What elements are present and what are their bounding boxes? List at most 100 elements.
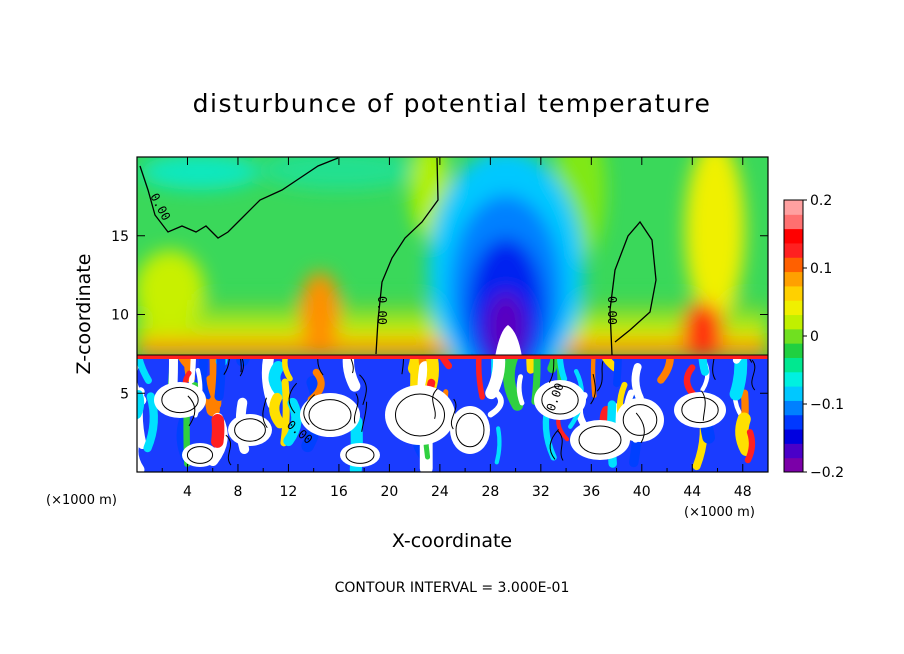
turbulent-streak bbox=[735, 412, 754, 457]
eddy-contour bbox=[225, 434, 232, 466]
x-tick-label: 48 bbox=[734, 484, 752, 500]
eddy-contour bbox=[681, 396, 719, 424]
turbulent-streak bbox=[214, 357, 226, 401]
x-tick-label: 4 bbox=[183, 484, 192, 500]
eddy-contour bbox=[622, 404, 658, 436]
turbulent-streak bbox=[211, 414, 225, 448]
eddy-contour bbox=[455, 412, 485, 448]
eddy-contour bbox=[701, 390, 706, 421]
colorbar-swatch bbox=[784, 443, 803, 459]
y-tick-label: 5 bbox=[120, 386, 129, 402]
colorbar-swatch bbox=[784, 457, 803, 473]
turbulent-streak bbox=[342, 357, 361, 392]
colorbar-swatch bbox=[784, 214, 803, 230]
eddy-contour bbox=[234, 418, 266, 442]
x-axis-label: X-coordinate bbox=[392, 530, 512, 552]
eddy-contour bbox=[262, 397, 268, 429]
eddy-contour bbox=[186, 446, 214, 464]
x-unit-left: (×1000 m) bbox=[46, 493, 117, 508]
y-axis-label: Z-coordinate bbox=[73, 254, 95, 375]
turbulent-streak bbox=[547, 357, 560, 374]
turbulent-streak bbox=[137, 357, 152, 384]
turbulent-streak bbox=[494, 426, 502, 465]
turbulent-streak bbox=[475, 357, 485, 400]
eddy-contour bbox=[239, 357, 244, 377]
eddy-contour bbox=[578, 425, 622, 455]
warm-patch-right bbox=[683, 302, 723, 357]
eddy-contour bbox=[541, 385, 579, 415]
colorbar-swatch bbox=[784, 343, 803, 358]
colorbar-swatch bbox=[784, 314, 803, 330]
field-blob bbox=[140, 157, 260, 190]
eddy-contour bbox=[361, 401, 368, 432]
x-tick-label: 16 bbox=[330, 484, 348, 500]
contour-interval: CONTOUR INTERVAL = 3.000E-01 bbox=[335, 580, 570, 596]
x-tick-label: 12 bbox=[280, 484, 298, 500]
turbulent-streak bbox=[601, 357, 619, 372]
turbulent-streak bbox=[137, 390, 145, 419]
turbulent-streak bbox=[280, 378, 290, 447]
colorbar-swatch bbox=[784, 429, 803, 444]
turbulent-streak bbox=[282, 357, 293, 382]
colorbar-swatch bbox=[784, 328, 803, 344]
colorbar-swatch bbox=[784, 271, 803, 287]
eddy-contour bbox=[401, 357, 404, 375]
colorbar-swatch bbox=[784, 257, 803, 273]
turbulent-streak bbox=[143, 392, 158, 453]
colorbar-swatch bbox=[784, 357, 803, 373]
turbulent-streak bbox=[698, 357, 710, 376]
x-tick-label: 36 bbox=[582, 484, 600, 500]
x-tick-label: 8 bbox=[233, 484, 242, 500]
eddy-contour bbox=[303, 394, 315, 425]
x-tick-label: 44 bbox=[683, 484, 701, 500]
eddy-contour bbox=[590, 373, 596, 405]
colorbar-swatch bbox=[784, 371, 803, 387]
colorbar-swatch bbox=[784, 200, 803, 215]
eddy-contour bbox=[345, 446, 375, 464]
turbulent-streak bbox=[438, 357, 453, 370]
turbulent-streak bbox=[268, 361, 289, 400]
lower-turbulent-layer: 0.000.00 bbox=[137, 357, 768, 472]
eddy-contour bbox=[549, 429, 559, 460]
eddy-contour bbox=[308, 399, 352, 431]
zero-contours bbox=[139, 157, 657, 356]
eddy-contour bbox=[548, 357, 555, 383]
turbulent-streak bbox=[657, 357, 674, 384]
eddy-contour bbox=[161, 386, 199, 414]
turbulent-streak bbox=[503, 357, 524, 411]
colorbar-swatch bbox=[784, 285, 803, 301]
turbulent-streak bbox=[631, 363, 644, 403]
turbulent-streak bbox=[407, 357, 425, 376]
eddy-contour bbox=[317, 357, 324, 376]
turbulent-streak bbox=[744, 429, 756, 464]
turbulent-streak bbox=[516, 374, 525, 406]
x-tick-label: 28 bbox=[481, 484, 499, 500]
eddy-contour bbox=[748, 357, 753, 363]
colorbar bbox=[783, 199, 804, 473]
colorbar-tick-label: 0.1 bbox=[810, 261, 832, 277]
x-tick-label: 40 bbox=[633, 484, 651, 500]
turbulent-streak bbox=[485, 357, 506, 400]
field-blob bbox=[137, 250, 205, 330]
colorbar-tick-label: 0 bbox=[810, 329, 819, 345]
colorbar-swatch bbox=[784, 400, 803, 416]
contour-label: 0.00 bbox=[605, 296, 619, 325]
cold-core-white bbox=[495, 325, 522, 357]
eddy-contour bbox=[187, 395, 196, 427]
contour-line bbox=[375, 157, 439, 355]
y-axis-ticks: 5 10 15 bbox=[111, 229, 768, 402]
warm-patch-left bbox=[300, 272, 340, 352]
eddy-contour bbox=[223, 357, 230, 375]
x-unit-right: (×1000 m) bbox=[684, 505, 755, 520]
turbulent-streak bbox=[283, 397, 302, 447]
x-tick-label: 32 bbox=[532, 484, 550, 500]
eddy-contour bbox=[395, 393, 445, 437]
eddy-contour bbox=[635, 412, 645, 444]
colorbar-tick-label: −0.2 bbox=[810, 465, 844, 481]
turbulent-streak bbox=[729, 357, 748, 401]
turbulent-streak bbox=[137, 433, 145, 472]
x-tick-label: 20 bbox=[380, 484, 398, 500]
colorbar-swatch bbox=[784, 228, 803, 244]
contour-line bbox=[609, 220, 657, 356]
